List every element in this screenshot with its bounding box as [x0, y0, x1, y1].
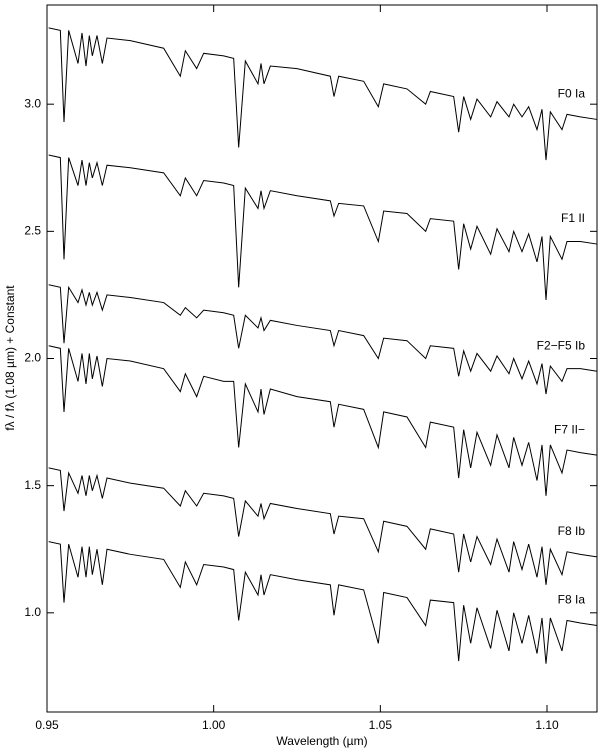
spectrum-line: [48, 541, 598, 664]
x-tick-label: 1.05: [369, 718, 393, 732]
y-tick-label: 2.0: [24, 351, 41, 365]
x-tick-label: 1.00: [202, 718, 226, 732]
series-label: F8 Ib: [558, 524, 586, 538]
spectrum-line: [48, 27, 598, 161]
series-label: F8 Ia: [558, 593, 586, 607]
y-tick-label: 2.5: [24, 224, 41, 238]
series-label: F2−F5 Ib: [537, 338, 586, 352]
spectrum-line: [48, 284, 598, 395]
spectrum-line: [48, 345, 598, 496]
y-tick-label: 1.0: [24, 605, 41, 619]
y-tick-label: 3.0: [24, 96, 41, 110]
x-axis-label: Wavelength (µm): [276, 734, 367, 748]
series-label: F0 Ia: [558, 87, 586, 101]
spectrum-line: [48, 467, 598, 585]
series-label: F7 II−: [554, 422, 585, 436]
spectrum-line: [48, 154, 598, 301]
series-label: F1 II: [561, 211, 585, 225]
y-axis-label: fλ / fλ (1.08 µm) + Constant: [3, 285, 17, 431]
y-tick-label: 1.5: [24, 478, 41, 492]
plot-frame: [46, 4, 598, 713]
x-tick-label: 1.10: [535, 718, 559, 732]
x-tick-label: 0.95: [35, 718, 59, 732]
